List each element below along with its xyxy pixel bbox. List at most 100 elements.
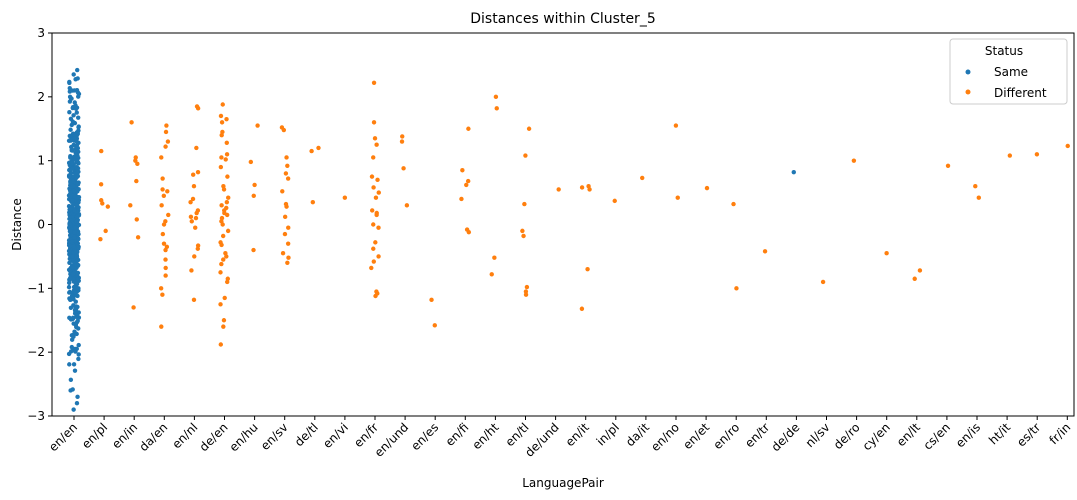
data-point-same [67, 260, 72, 265]
data-point-same [76, 352, 81, 357]
data-point-same [68, 388, 73, 393]
data-point-different [612, 198, 617, 204]
x-tick-label: en/en [46, 420, 80, 454]
data-point-same [72, 207, 77, 213]
data-point-same [68, 127, 73, 132]
data-point-different [160, 176, 165, 181]
data-point-different [133, 155, 138, 160]
data-point-different [190, 172, 196, 177]
data-point-different [285, 176, 291, 181]
data-point-same [71, 321, 76, 326]
data-point-different [851, 158, 857, 163]
data-point-different [129, 120, 134, 125]
data-point-different [219, 155, 224, 160]
data-point-same [71, 244, 77, 249]
data-point-different [675, 195, 680, 200]
data-point-different [371, 120, 377, 125]
legend: Status Same Different [949, 38, 1068, 105]
data-point-different [376, 254, 381, 259]
data-point-same [67, 80, 72, 86]
data-point-same [69, 122, 74, 128]
data-point-same [72, 225, 78, 230]
data-point-same [66, 248, 72, 254]
data-point-different [133, 158, 138, 163]
data-point-different [526, 126, 532, 131]
y-tick-label: 0 [37, 218, 45, 232]
data-point-same [68, 243, 73, 249]
data-point-different [373, 240, 378, 245]
data-point-different [221, 257, 226, 262]
data-point-different [460, 168, 465, 173]
data-point-same [69, 239, 75, 244]
data-point-different [160, 187, 165, 192]
data-point-different [466, 126, 471, 131]
data-point-same [74, 202, 80, 207]
data-point-same [69, 333, 75, 338]
data-point-same [70, 160, 75, 165]
data-point-different [375, 177, 380, 183]
data-point-different [251, 247, 256, 253]
data-point-same [74, 110, 79, 115]
data-point-different [165, 139, 171, 144]
legend-label-same: Same [994, 65, 1028, 79]
data-point-same [73, 106, 79, 111]
x-tick-label: en/und [372, 420, 411, 459]
data-point-different [188, 214, 194, 220]
data-point-different [134, 217, 139, 222]
data-point-different [466, 229, 472, 235]
data-point-different [161, 193, 167, 198]
plot-frame [51, 32, 1075, 417]
data-point-different [220, 102, 225, 107]
data-point-same [73, 307, 79, 312]
data-point-same [69, 214, 75, 220]
x-tick-label: en/ro [710, 420, 742, 452]
data-point-same [72, 230, 77, 235]
data-point-different [493, 94, 499, 100]
data-point-different [160, 231, 166, 237]
data-point-different [98, 236, 103, 242]
data-point-different [224, 212, 230, 218]
data-point-different [163, 247, 168, 253]
y-axis: −3 −2 −1 0 1 2 3 [27, 26, 52, 423]
data-point-different [310, 199, 316, 205]
data-point-different [585, 266, 590, 272]
x-tick-label: en/hu [227, 420, 261, 454]
data-point-different [224, 199, 230, 205]
data-point-same [71, 407, 76, 412]
data-point-different [524, 284, 530, 290]
data-point-different [193, 225, 198, 230]
data-point-same [67, 289, 73, 295]
data-point-same [73, 349, 78, 354]
data-point-same [76, 236, 81, 242]
data-point-different [163, 129, 169, 135]
data-point-different [556, 187, 561, 192]
data-point-different [131, 305, 136, 310]
data-point-different [400, 134, 405, 139]
data-point-different [159, 203, 164, 208]
data-point-same [75, 76, 80, 81]
data-point-different [255, 123, 260, 128]
data-point-different [371, 222, 376, 227]
data-point-different [371, 185, 376, 190]
data-point-same [69, 146, 75, 152]
x-tick-label: es/tr [1014, 420, 1043, 449]
data-point-different [161, 241, 167, 246]
x-tick-label: da/en [136, 420, 170, 454]
data-point-different [283, 171, 289, 176]
x-tick-label: ht/it [986, 420, 1013, 447]
data-point-different [521, 233, 526, 239]
x-tick-label: en/nl [169, 420, 200, 451]
data-point-different [282, 231, 288, 237]
data-point-different [376, 225, 381, 230]
x-tick-label: en/lt [894, 420, 923, 449]
y-tick-label: −1 [27, 281, 45, 295]
data-point-same [72, 234, 77, 240]
x-tick-label: cs/en [921, 420, 953, 452]
data-point-different [160, 292, 165, 297]
data-point-different [98, 182, 104, 187]
data-point-different [248, 159, 254, 165]
data-point-same [76, 231, 81, 237]
data-point-same [72, 261, 77, 267]
data-point-different [673, 123, 679, 128]
data-point-different [163, 265, 168, 271]
